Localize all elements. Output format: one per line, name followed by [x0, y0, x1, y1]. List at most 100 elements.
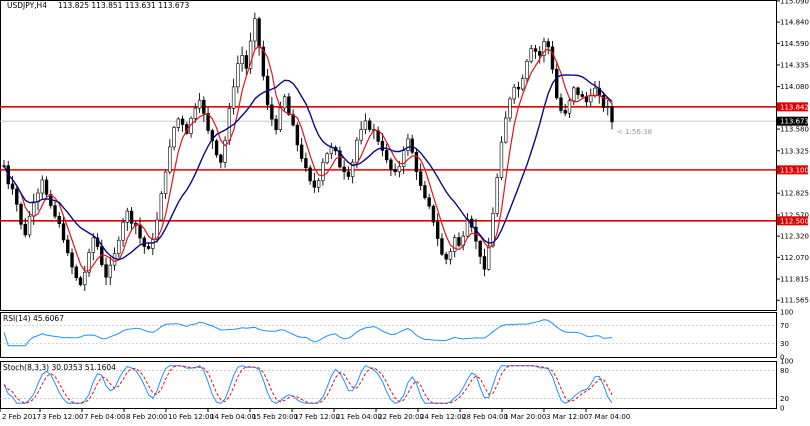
candle[interactable] — [482, 248, 487, 277]
candle[interactable] — [576, 86, 580, 100]
candle[interactable] — [601, 91, 606, 112]
candle[interactable] — [308, 165, 312, 185]
candle[interactable] — [23, 217, 27, 238]
candle[interactable] — [248, 32, 253, 74]
candle[interactable] — [253, 12, 257, 49]
candle[interactable] — [282, 94, 287, 111]
candle[interactable] — [418, 163, 423, 191]
candle[interactable] — [57, 212, 61, 228]
candle[interactable] — [159, 191, 164, 222]
candle[interactable] — [74, 264, 78, 281]
candle[interactable] — [435, 213, 440, 247]
candle[interactable] — [546, 38, 550, 55]
candle[interactable] — [346, 166, 351, 180]
candle[interactable] — [359, 121, 363, 145]
candle[interactable] — [606, 100, 610, 116]
candle[interactable] — [36, 188, 40, 211]
candle[interactable] — [104, 257, 108, 286]
candle[interactable] — [108, 256, 112, 286]
candle[interactable] — [457, 232, 461, 248]
candle[interactable] — [499, 136, 504, 181]
candle[interactable] — [91, 233, 95, 261]
candle[interactable] — [431, 204, 436, 227]
candle[interactable] — [193, 103, 198, 123]
candle[interactable] — [151, 232, 155, 256]
candle[interactable] — [299, 138, 304, 163]
candle[interactable] — [70, 248, 74, 275]
stochastic-pane[interactable] — [0, 361, 777, 409]
candle[interactable] — [134, 221, 138, 235]
candle[interactable] — [559, 93, 563, 114]
candle[interactable] — [206, 107, 210, 134]
candle[interactable] — [316, 177, 321, 193]
candle[interactable] — [15, 185, 19, 212]
candle[interactable] — [180, 115, 185, 132]
candle[interactable] — [495, 173, 499, 217]
candle[interactable] — [27, 211, 32, 238]
candle[interactable] — [329, 142, 334, 160]
candle[interactable] — [448, 248, 453, 265]
candle[interactable] — [312, 172, 317, 193]
candle[interactable] — [376, 126, 380, 146]
candle[interactable] — [53, 201, 57, 219]
candle[interactable] — [270, 96, 274, 126]
candle[interactable] — [265, 68, 270, 111]
candle[interactable] — [508, 96, 512, 122]
candle[interactable] — [521, 74, 525, 91]
candle[interactable] — [257, 16, 261, 56]
candle[interactable] — [274, 115, 278, 135]
candle[interactable] — [176, 117, 181, 132]
candle[interactable] — [304, 152, 308, 173]
candle[interactable] — [533, 45, 538, 59]
candle[interactable] — [584, 91, 589, 108]
candle[interactable] — [138, 217, 142, 244]
candle[interactable] — [231, 78, 236, 115]
candle[interactable] — [121, 217, 125, 247]
candle[interactable] — [172, 125, 176, 151]
candle[interactable] — [338, 146, 342, 169]
candle[interactable] — [78, 275, 83, 287]
candle[interactable] — [19, 202, 23, 230]
candle[interactable] — [202, 96, 206, 122]
candle[interactable] — [240, 46, 244, 72]
candle[interactable] — [129, 207, 134, 230]
candle[interactable] — [350, 159, 355, 184]
candle[interactable] — [465, 213, 470, 239]
candle[interactable] — [236, 55, 240, 94]
candle[interactable] — [223, 136, 227, 168]
candle[interactable] — [380, 132, 385, 157]
candle[interactable] — [597, 80, 601, 104]
candle[interactable] — [516, 81, 521, 98]
candle[interactable] — [440, 233, 444, 256]
main-price-pane[interactable] — [0, 0, 777, 311]
candle[interactable] — [163, 170, 168, 200]
candle[interactable] — [214, 139, 219, 158]
candle[interactable] — [384, 143, 389, 164]
candle[interactable] — [529, 44, 533, 64]
candle[interactable] — [44, 176, 49, 198]
candle[interactable] — [542, 37, 546, 63]
candle[interactable] — [610, 102, 614, 130]
candle[interactable] — [563, 103, 567, 117]
candle[interactable] — [389, 157, 393, 177]
candle[interactable] — [142, 235, 147, 254]
candle[interactable] — [117, 236, 121, 258]
candle[interactable] — [367, 117, 372, 132]
candle[interactable] — [87, 248, 91, 277]
candle[interactable] — [66, 235, 70, 256]
candle[interactable] — [452, 234, 457, 258]
candle[interactable] — [567, 98, 572, 118]
candle[interactable] — [40, 175, 44, 199]
candle[interactable] — [525, 58, 529, 83]
candle[interactable] — [342, 160, 346, 180]
candle[interactable] — [197, 93, 202, 113]
candle[interactable] — [550, 40, 555, 74]
candle[interactable] — [555, 61, 559, 100]
candle[interactable] — [125, 207, 130, 231]
candle[interactable] — [168, 139, 172, 175]
candle[interactable] — [538, 46, 542, 64]
candle[interactable] — [444, 251, 448, 265]
candle[interactable] — [219, 153, 223, 169]
